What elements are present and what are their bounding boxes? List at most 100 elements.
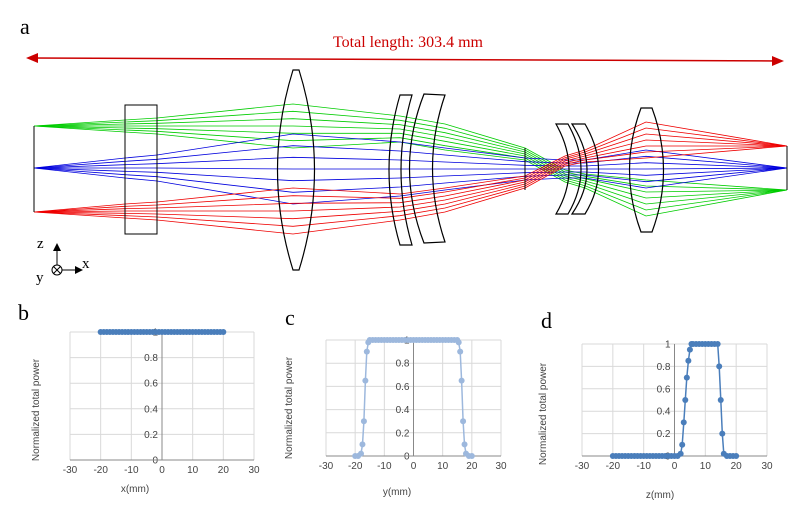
chart-d-ytick-label-3: 0.6 <box>657 384 671 395</box>
chart-c-point-10 <box>372 337 379 343</box>
chart-d-ytick-label-0: 0 <box>665 452 671 463</box>
chart-d-point-35 <box>705 341 712 347</box>
chart-d-point-13 <box>649 453 656 459</box>
chart-c-series-line <box>355 339 472 457</box>
chart-d-point-9 <box>637 453 644 459</box>
chart-c-point-26 <box>419 337 426 343</box>
chart-c-xtick-label-1: -20 <box>348 461 363 472</box>
chart-b-point-4 <box>109 329 116 335</box>
chart-d-point-33 <box>699 341 706 347</box>
chart-c-point-35 <box>445 337 452 343</box>
chart-b-point-15 <box>143 329 150 335</box>
chart-d-point-32 <box>696 341 703 347</box>
axis-label-x: x <box>82 256 90 272</box>
chart-c-point-32 <box>436 337 443 343</box>
chart-c-ylabel: Normalized total power <box>284 356 295 459</box>
chart-c-xtick-label-4: 10 <box>437 461 449 472</box>
chart-c-point-1 <box>355 453 362 459</box>
chart-d-point-36 <box>708 341 715 347</box>
chart-b-ylabel: Normalized total power <box>31 358 42 461</box>
chart-d-point-38 <box>714 341 721 347</box>
chart-c-point-24 <box>413 337 420 343</box>
chart-c-point-38 <box>454 337 461 343</box>
chart-d-point-20 <box>671 453 678 459</box>
chart-d-point-22 <box>677 450 684 457</box>
chart-b-point-31 <box>192 329 199 335</box>
chart-d-xlabel: z(mm) <box>646 490 674 501</box>
coordinate-axes: z x y <box>36 236 90 286</box>
chart-c-point-18 <box>395 337 402 343</box>
ray-bundles <box>33 103 788 235</box>
ray-blue-6 <box>33 167 788 205</box>
ray-red-4 <box>33 145 787 220</box>
ray-red-3 <box>33 139 788 213</box>
chart-c-point-15 <box>387 337 394 343</box>
ray-red-0 <box>33 121 788 213</box>
chart-d-point-0 <box>609 453 616 459</box>
chart-d-point-44 <box>727 453 733 459</box>
chart-b-point-34 <box>201 329 208 335</box>
chart-c-point-34 <box>442 337 449 343</box>
chart-b-point-19 <box>155 329 162 335</box>
chart-b-point-9 <box>125 329 132 335</box>
chart-d-point-6 <box>628 453 635 459</box>
total-length-arrow <box>26 53 784 66</box>
chart-c-point-23 <box>410 337 417 343</box>
chart-b-point-16 <box>146 329 153 335</box>
chart-b-point-25 <box>174 329 181 335</box>
chart-d-point-7 <box>631 453 638 459</box>
chart-b-ytick-label-0: 0 <box>152 456 158 467</box>
chart-d-point-26 <box>683 374 690 381</box>
chart-b-point-3 <box>106 329 113 335</box>
chart-c-point-43 <box>461 441 468 448</box>
chart-c-point-28 <box>425 337 432 343</box>
chart-c-point-45 <box>465 453 472 459</box>
panel-label-c: c <box>285 305 295 330</box>
ray-red-6 <box>33 145 788 235</box>
chart-b-point-29 <box>186 329 193 335</box>
ray-blue-5 <box>33 167 788 193</box>
ray-green-0 <box>33 103 788 191</box>
ray-green-3 <box>34 125 788 199</box>
chart-c-point-40 <box>457 348 464 355</box>
chart-b-ytick-label-4: 0.8 <box>144 353 158 364</box>
chart-c-xtick-label-2: -10 <box>377 461 392 472</box>
chart-d-point-4 <box>622 453 629 459</box>
chart-b-point-11 <box>131 329 138 335</box>
chart-d-point-27 <box>685 357 692 364</box>
chart-d-point-25 <box>682 397 689 403</box>
chart-b-point-18 <box>152 329 159 335</box>
chart-b-xlabel: x(mm) <box>121 484 149 495</box>
chart-b-point-30 <box>189 329 196 335</box>
chart-b-point-1 <box>100 329 107 335</box>
total-length-label: Total length: 303.4 mm <box>333 34 484 51</box>
chart-b-xtick-label-0: -30 <box>63 465 78 476</box>
chart-b-ytick-label-3: 0.6 <box>144 379 158 390</box>
chart-b-point-13 <box>137 329 144 335</box>
chart-c-point-11 <box>375 337 382 343</box>
chart-c-point-31 <box>433 337 440 343</box>
chart-c-point-25 <box>416 337 423 343</box>
chart-c-point-41 <box>458 377 465 384</box>
chart-c-point-22 <box>407 337 414 343</box>
chart-c-point-5 <box>362 377 369 384</box>
ray-green-1 <box>33 110 788 191</box>
chart-d-xtick-label-1: -20 <box>606 461 621 472</box>
chart-b-point-36 <box>208 329 215 335</box>
chart-c-ytick-label-3: 0.6 <box>396 382 410 393</box>
chart-d-xtick-label-2: -10 <box>636 461 651 472</box>
chart-b-point-2 <box>103 329 110 335</box>
chart-d-ytick-label-4: 0.8 <box>657 362 671 373</box>
chart-c-ytick-label-4: 0.8 <box>396 359 410 370</box>
chart-d-ytick-label-2: 0.4 <box>657 407 671 418</box>
chart-c-point-9 <box>369 337 376 343</box>
chart-d-point-5 <box>625 453 632 459</box>
chart-c-point-16 <box>390 337 397 343</box>
chart-b-point-10 <box>128 329 135 335</box>
chart-b-point-21 <box>162 329 169 335</box>
chart-d-point-15 <box>656 453 663 459</box>
meniscus-doublet-lens <box>388 93 446 246</box>
chart-d-point-2 <box>616 453 622 459</box>
chart-b-xtick-label-6: 30 <box>248 465 260 476</box>
ray-red-1 <box>33 127 788 213</box>
